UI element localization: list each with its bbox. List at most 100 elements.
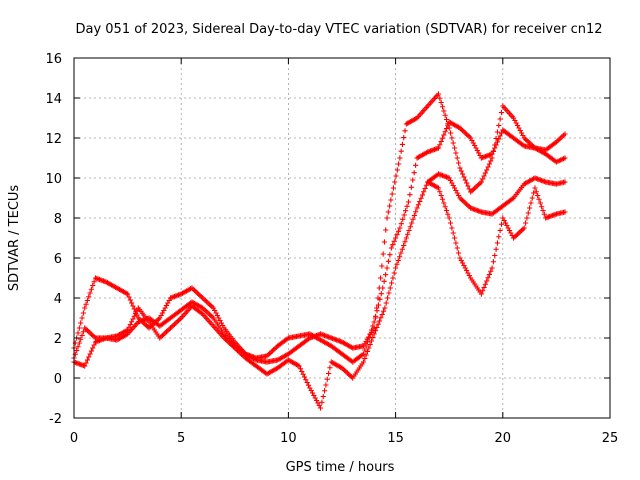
data-point xyxy=(384,265,390,271)
y-tick-label: 16 xyxy=(45,52,62,67)
data-point xyxy=(421,189,427,195)
data-point xyxy=(489,265,495,271)
data-point xyxy=(82,363,88,369)
data-point xyxy=(532,185,538,191)
data-point xyxy=(74,347,80,354)
data-point xyxy=(381,239,388,245)
data-point xyxy=(438,192,444,199)
y-tick-label: 12 xyxy=(45,132,62,147)
data-point xyxy=(484,167,490,173)
data-point xyxy=(300,371,306,377)
data-point xyxy=(404,203,410,209)
chart-title: Day 051 of 2023, Sidereal Day-to-day VTE… xyxy=(75,22,602,37)
x-tick-label: 15 xyxy=(387,431,404,446)
data-point xyxy=(443,207,450,214)
data-point xyxy=(447,130,454,136)
data-point xyxy=(488,268,494,274)
y-tick-labels: -2 0 2 4 6 8 10 12 14 16 xyxy=(45,52,62,427)
data-point xyxy=(380,251,386,257)
data-point xyxy=(321,388,328,394)
data-point xyxy=(371,331,377,337)
data-point xyxy=(402,128,408,134)
data-point xyxy=(372,328,379,334)
data-point xyxy=(88,286,95,292)
y-tick-label: 14 xyxy=(45,92,62,107)
data-point xyxy=(397,225,403,231)
data-point xyxy=(403,208,409,214)
data-point xyxy=(401,135,407,141)
data-point xyxy=(405,231,411,237)
data-point xyxy=(320,393,326,400)
plot-frame xyxy=(73,57,611,419)
data-point xyxy=(522,220,529,226)
data-point xyxy=(414,205,420,211)
data-point xyxy=(417,198,423,205)
x-tick-label: 25 xyxy=(602,431,619,446)
data-point xyxy=(438,138,444,145)
data-point xyxy=(374,308,380,314)
data-point xyxy=(410,216,416,222)
data-point xyxy=(441,200,447,206)
data-point xyxy=(367,341,373,348)
data-point xyxy=(393,265,399,271)
data-point xyxy=(378,315,384,321)
data-point xyxy=(531,190,537,196)
data-point xyxy=(326,370,332,377)
data-point xyxy=(372,313,379,319)
data-point xyxy=(457,165,463,171)
data-point xyxy=(370,334,376,341)
data-point xyxy=(465,183,471,189)
data-point xyxy=(384,215,390,221)
y-tick-label: 8 xyxy=(54,212,62,227)
data-point xyxy=(391,238,397,244)
x-tick-labels: 0 5 10 15 20 25 xyxy=(70,431,618,446)
data-point xyxy=(540,207,546,214)
data-point xyxy=(493,246,499,252)
data-point xyxy=(378,291,384,297)
data-point xyxy=(75,344,81,350)
data-point xyxy=(458,168,464,174)
axis-ticks xyxy=(73,57,611,419)
data-point xyxy=(389,191,395,197)
data-point xyxy=(82,305,88,311)
data-point xyxy=(437,142,443,148)
data-point xyxy=(492,252,498,259)
data-point xyxy=(449,225,455,231)
data-point xyxy=(413,162,419,168)
y-tick-label: 4 xyxy=(54,292,62,307)
data-point xyxy=(79,332,85,339)
data-point xyxy=(438,99,444,106)
data-point xyxy=(401,212,407,218)
x-axis-title: GPS time / hours xyxy=(286,460,395,475)
data-point xyxy=(453,240,459,246)
data-point xyxy=(297,366,304,372)
data-point xyxy=(130,303,136,309)
data-point xyxy=(478,179,484,185)
data-point xyxy=(86,354,92,360)
data-point xyxy=(131,313,137,319)
x-tick-label: 20 xyxy=(495,431,512,446)
data-point xyxy=(398,221,404,227)
data-point xyxy=(363,352,369,358)
data-point xyxy=(305,382,312,388)
data-point xyxy=(439,135,446,141)
data-point xyxy=(423,182,430,188)
data-point xyxy=(481,173,487,179)
x-tick-label: 0 xyxy=(70,431,78,446)
data-point xyxy=(371,319,377,325)
data-point xyxy=(395,228,402,234)
data-point xyxy=(498,109,505,116)
data-point xyxy=(496,122,502,129)
y-tick-label: 0 xyxy=(54,372,62,387)
data-point xyxy=(368,327,375,333)
grid-lines xyxy=(74,58,610,418)
y-tick-label: -2 xyxy=(49,412,62,427)
data-point xyxy=(422,185,428,192)
data-point xyxy=(439,196,446,202)
data-point xyxy=(435,91,442,97)
data-point xyxy=(450,230,456,236)
data-point xyxy=(126,324,132,330)
data-point xyxy=(133,310,139,317)
data-point xyxy=(407,192,413,198)
data-point xyxy=(413,209,419,215)
